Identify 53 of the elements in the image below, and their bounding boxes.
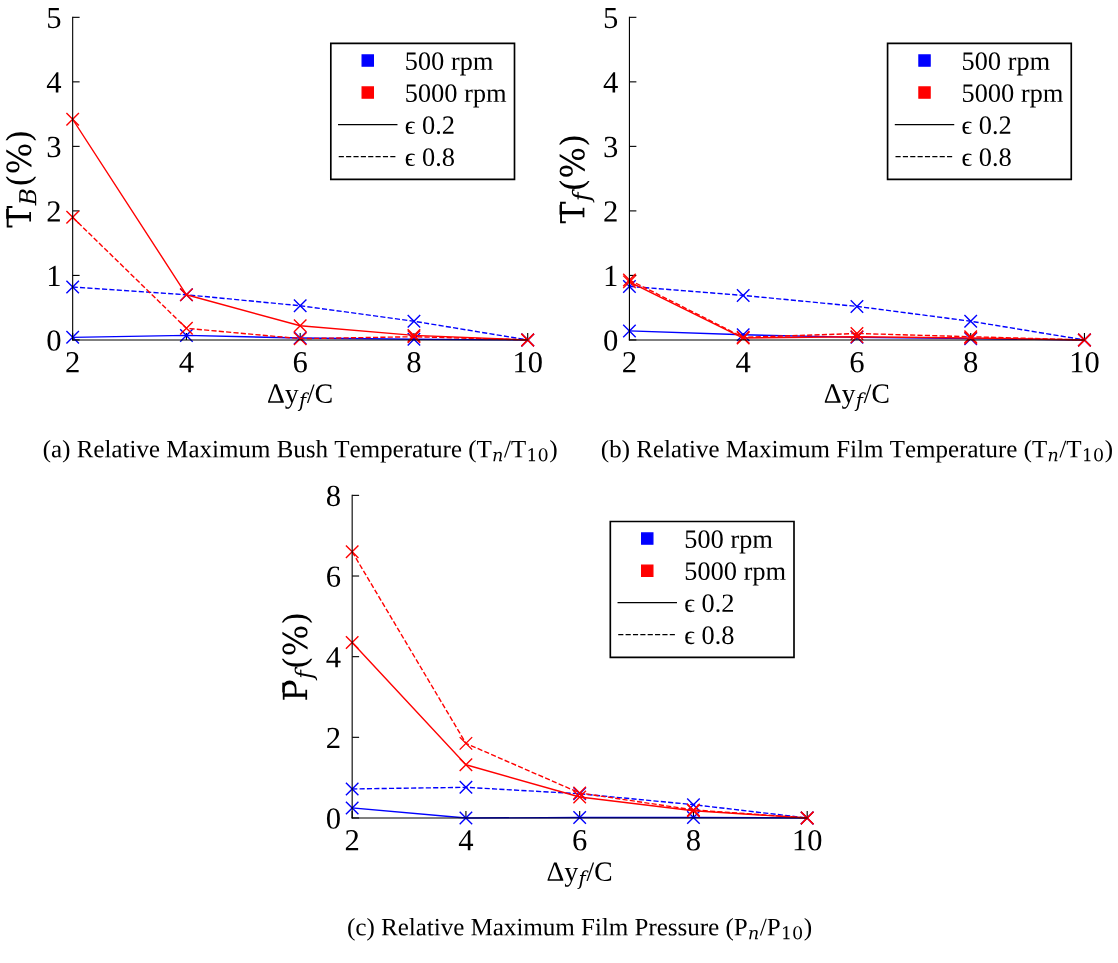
text: (b) Relative Maximum Film Temperature (T$_{n}$/T$_{10}$) xyxy=(601,439,1112,463)
legend-label: ϵ 0.8 xyxy=(405,148,454,167)
x-tick-label: 8 xyxy=(407,351,421,373)
x-tick-label: 4 xyxy=(179,352,194,373)
legend-label: 5000 rpm xyxy=(963,84,1063,108)
x-tick-label: 8 xyxy=(686,829,700,851)
y-tick-label: 0 xyxy=(326,808,340,829)
y-tick-label: 2 xyxy=(327,727,340,748)
x-tick-label: 2 xyxy=(345,830,359,851)
x-tick-label: 6 xyxy=(850,352,864,373)
x-tick-label: 2 xyxy=(66,352,79,373)
y-tick-label: 6 xyxy=(327,566,341,587)
y-tick-label: 5 xyxy=(48,7,61,29)
x-tick-label: 10 xyxy=(515,351,542,373)
x-tick-label: 8 xyxy=(964,351,978,373)
x-tick-label: 4 xyxy=(458,830,474,851)
legend-label: 5000 rpm xyxy=(685,562,786,586)
legend-label: 500 rpm xyxy=(685,530,773,554)
y-tick-label: 2 xyxy=(47,201,60,222)
legend-label: 500 rpm xyxy=(963,52,1050,76)
y-tick-label: 5 xyxy=(604,7,618,29)
legend-label: ϵ 0.2 xyxy=(962,116,1011,135)
text: (c) Relative Maximum Film Pressure (P$_{n}$/P$_{10}$) xyxy=(348,917,812,941)
y-tick-label: 3 xyxy=(47,136,61,158)
x-tick-label: 10 xyxy=(1071,351,1099,373)
y-axis-title: P̄$_{f}$(%) xyxy=(281,614,318,700)
legend-label: ϵ 0.2 xyxy=(685,594,734,613)
y-tick-label: 0 xyxy=(47,330,61,351)
x-axis-title: Δy$_{f}$/C xyxy=(268,384,332,412)
x-tick-label: 4 xyxy=(736,352,751,373)
y-tick-label: 1 xyxy=(605,265,617,287)
legend-label: ϵ 0.2 xyxy=(405,116,454,135)
legend-label: 500 rpm xyxy=(406,52,493,76)
y-tick-label: 0 xyxy=(604,330,618,351)
y-axis-title: T̄$_{B}$(%) xyxy=(5,132,37,228)
legend-label: ϵ 0.8 xyxy=(685,626,734,645)
y-tick-label: 2 xyxy=(604,201,617,222)
y-tick-label: 1 xyxy=(48,265,60,287)
legend-label: 5000 rpm xyxy=(406,84,507,108)
x-axis-title: Δy$_{f}$/C xyxy=(547,862,612,890)
x-tick-label: 10 xyxy=(794,829,822,851)
x-axis-title: Δy$_{f}$/C xyxy=(824,384,889,412)
y-tick-label: 4 xyxy=(326,647,341,668)
y-tick-label: 3 xyxy=(604,136,618,158)
text: (a) Relative Maximum Bush Temperature (T$_{n}$/T$_{10}$) xyxy=(43,439,557,463)
legend-label: ϵ 0.8 xyxy=(962,148,1011,167)
y-tick-label: 4 xyxy=(603,72,618,93)
y-tick-label: 4 xyxy=(46,72,62,93)
y-tick-label: 8 xyxy=(326,485,340,507)
x-tick-label: 6 xyxy=(293,352,307,373)
x-tick-label: 2 xyxy=(623,352,636,373)
y-axis-title: T̄$_{f}$(%) xyxy=(559,136,595,224)
x-tick-label: 6 xyxy=(573,830,587,851)
